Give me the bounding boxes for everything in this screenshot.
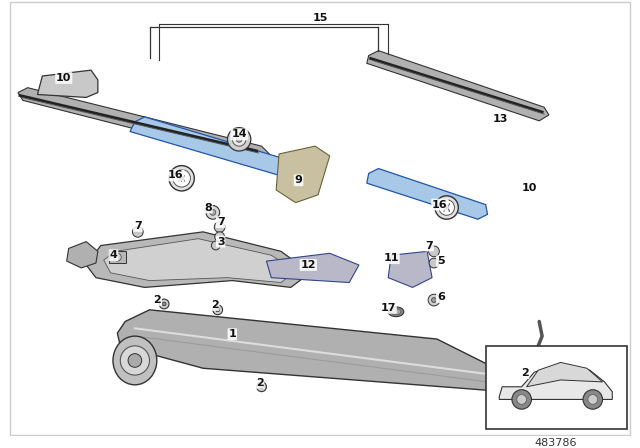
- Text: 2: 2: [256, 378, 264, 388]
- Polygon shape: [130, 117, 296, 177]
- Text: 2: 2: [521, 368, 529, 378]
- Text: 3: 3: [217, 237, 225, 246]
- Circle shape: [503, 373, 527, 396]
- Circle shape: [509, 379, 521, 391]
- Text: 15: 15: [312, 13, 328, 22]
- Circle shape: [236, 136, 242, 142]
- Circle shape: [232, 133, 246, 146]
- Ellipse shape: [388, 307, 404, 317]
- Circle shape: [211, 241, 220, 250]
- Text: 10: 10: [522, 183, 537, 193]
- Circle shape: [128, 353, 141, 367]
- Text: 16: 16: [432, 200, 447, 210]
- Circle shape: [216, 308, 220, 312]
- Circle shape: [583, 390, 602, 409]
- Text: 7: 7: [134, 221, 141, 231]
- Circle shape: [512, 390, 531, 409]
- Text: 13: 13: [493, 114, 508, 124]
- Text: 5: 5: [437, 256, 445, 266]
- Polygon shape: [367, 51, 549, 121]
- Ellipse shape: [391, 309, 401, 314]
- Text: 11: 11: [383, 253, 399, 263]
- Circle shape: [227, 128, 251, 151]
- Text: 16: 16: [168, 170, 184, 181]
- Text: 10: 10: [56, 73, 72, 83]
- Polygon shape: [67, 241, 98, 268]
- Circle shape: [132, 227, 143, 237]
- Text: 12: 12: [301, 260, 316, 270]
- Bar: [486, 346, 627, 429]
- Polygon shape: [104, 239, 296, 283]
- Circle shape: [522, 372, 531, 382]
- Circle shape: [120, 346, 150, 375]
- Circle shape: [429, 258, 439, 268]
- Circle shape: [428, 294, 440, 306]
- Text: 8: 8: [204, 202, 212, 212]
- Circle shape: [588, 395, 598, 404]
- Text: 6: 6: [437, 292, 445, 302]
- Circle shape: [173, 169, 191, 187]
- Text: 14: 14: [231, 129, 247, 139]
- Circle shape: [435, 196, 458, 219]
- Polygon shape: [388, 251, 432, 288]
- Polygon shape: [266, 253, 359, 283]
- Ellipse shape: [113, 336, 157, 385]
- Circle shape: [439, 200, 454, 215]
- Circle shape: [525, 375, 529, 379]
- Polygon shape: [18, 88, 269, 161]
- Text: 4: 4: [109, 250, 117, 260]
- Text: 9: 9: [294, 175, 303, 185]
- Polygon shape: [499, 364, 612, 400]
- Polygon shape: [367, 168, 488, 219]
- Bar: [109, 251, 126, 263]
- Text: 1: 1: [228, 329, 236, 339]
- Circle shape: [214, 222, 225, 233]
- Text: 7: 7: [217, 217, 225, 227]
- Circle shape: [257, 382, 266, 392]
- Circle shape: [113, 253, 121, 261]
- Circle shape: [260, 385, 264, 389]
- Polygon shape: [38, 70, 98, 97]
- Circle shape: [210, 210, 216, 215]
- Text: 2: 2: [211, 300, 219, 310]
- Text: 2: 2: [154, 295, 161, 305]
- Circle shape: [213, 305, 223, 314]
- Text: 483786: 483786: [534, 439, 577, 448]
- Circle shape: [215, 232, 225, 241]
- Text: 7: 7: [425, 241, 433, 250]
- Circle shape: [159, 299, 169, 309]
- Circle shape: [162, 302, 166, 306]
- Circle shape: [516, 395, 527, 404]
- Polygon shape: [527, 362, 602, 387]
- Polygon shape: [86, 232, 310, 288]
- Polygon shape: [117, 310, 515, 392]
- Circle shape: [206, 206, 220, 219]
- Circle shape: [431, 297, 436, 302]
- Circle shape: [429, 246, 439, 257]
- Polygon shape: [276, 146, 330, 202]
- Circle shape: [169, 166, 195, 191]
- Ellipse shape: [497, 364, 533, 405]
- Text: 17: 17: [380, 303, 396, 313]
